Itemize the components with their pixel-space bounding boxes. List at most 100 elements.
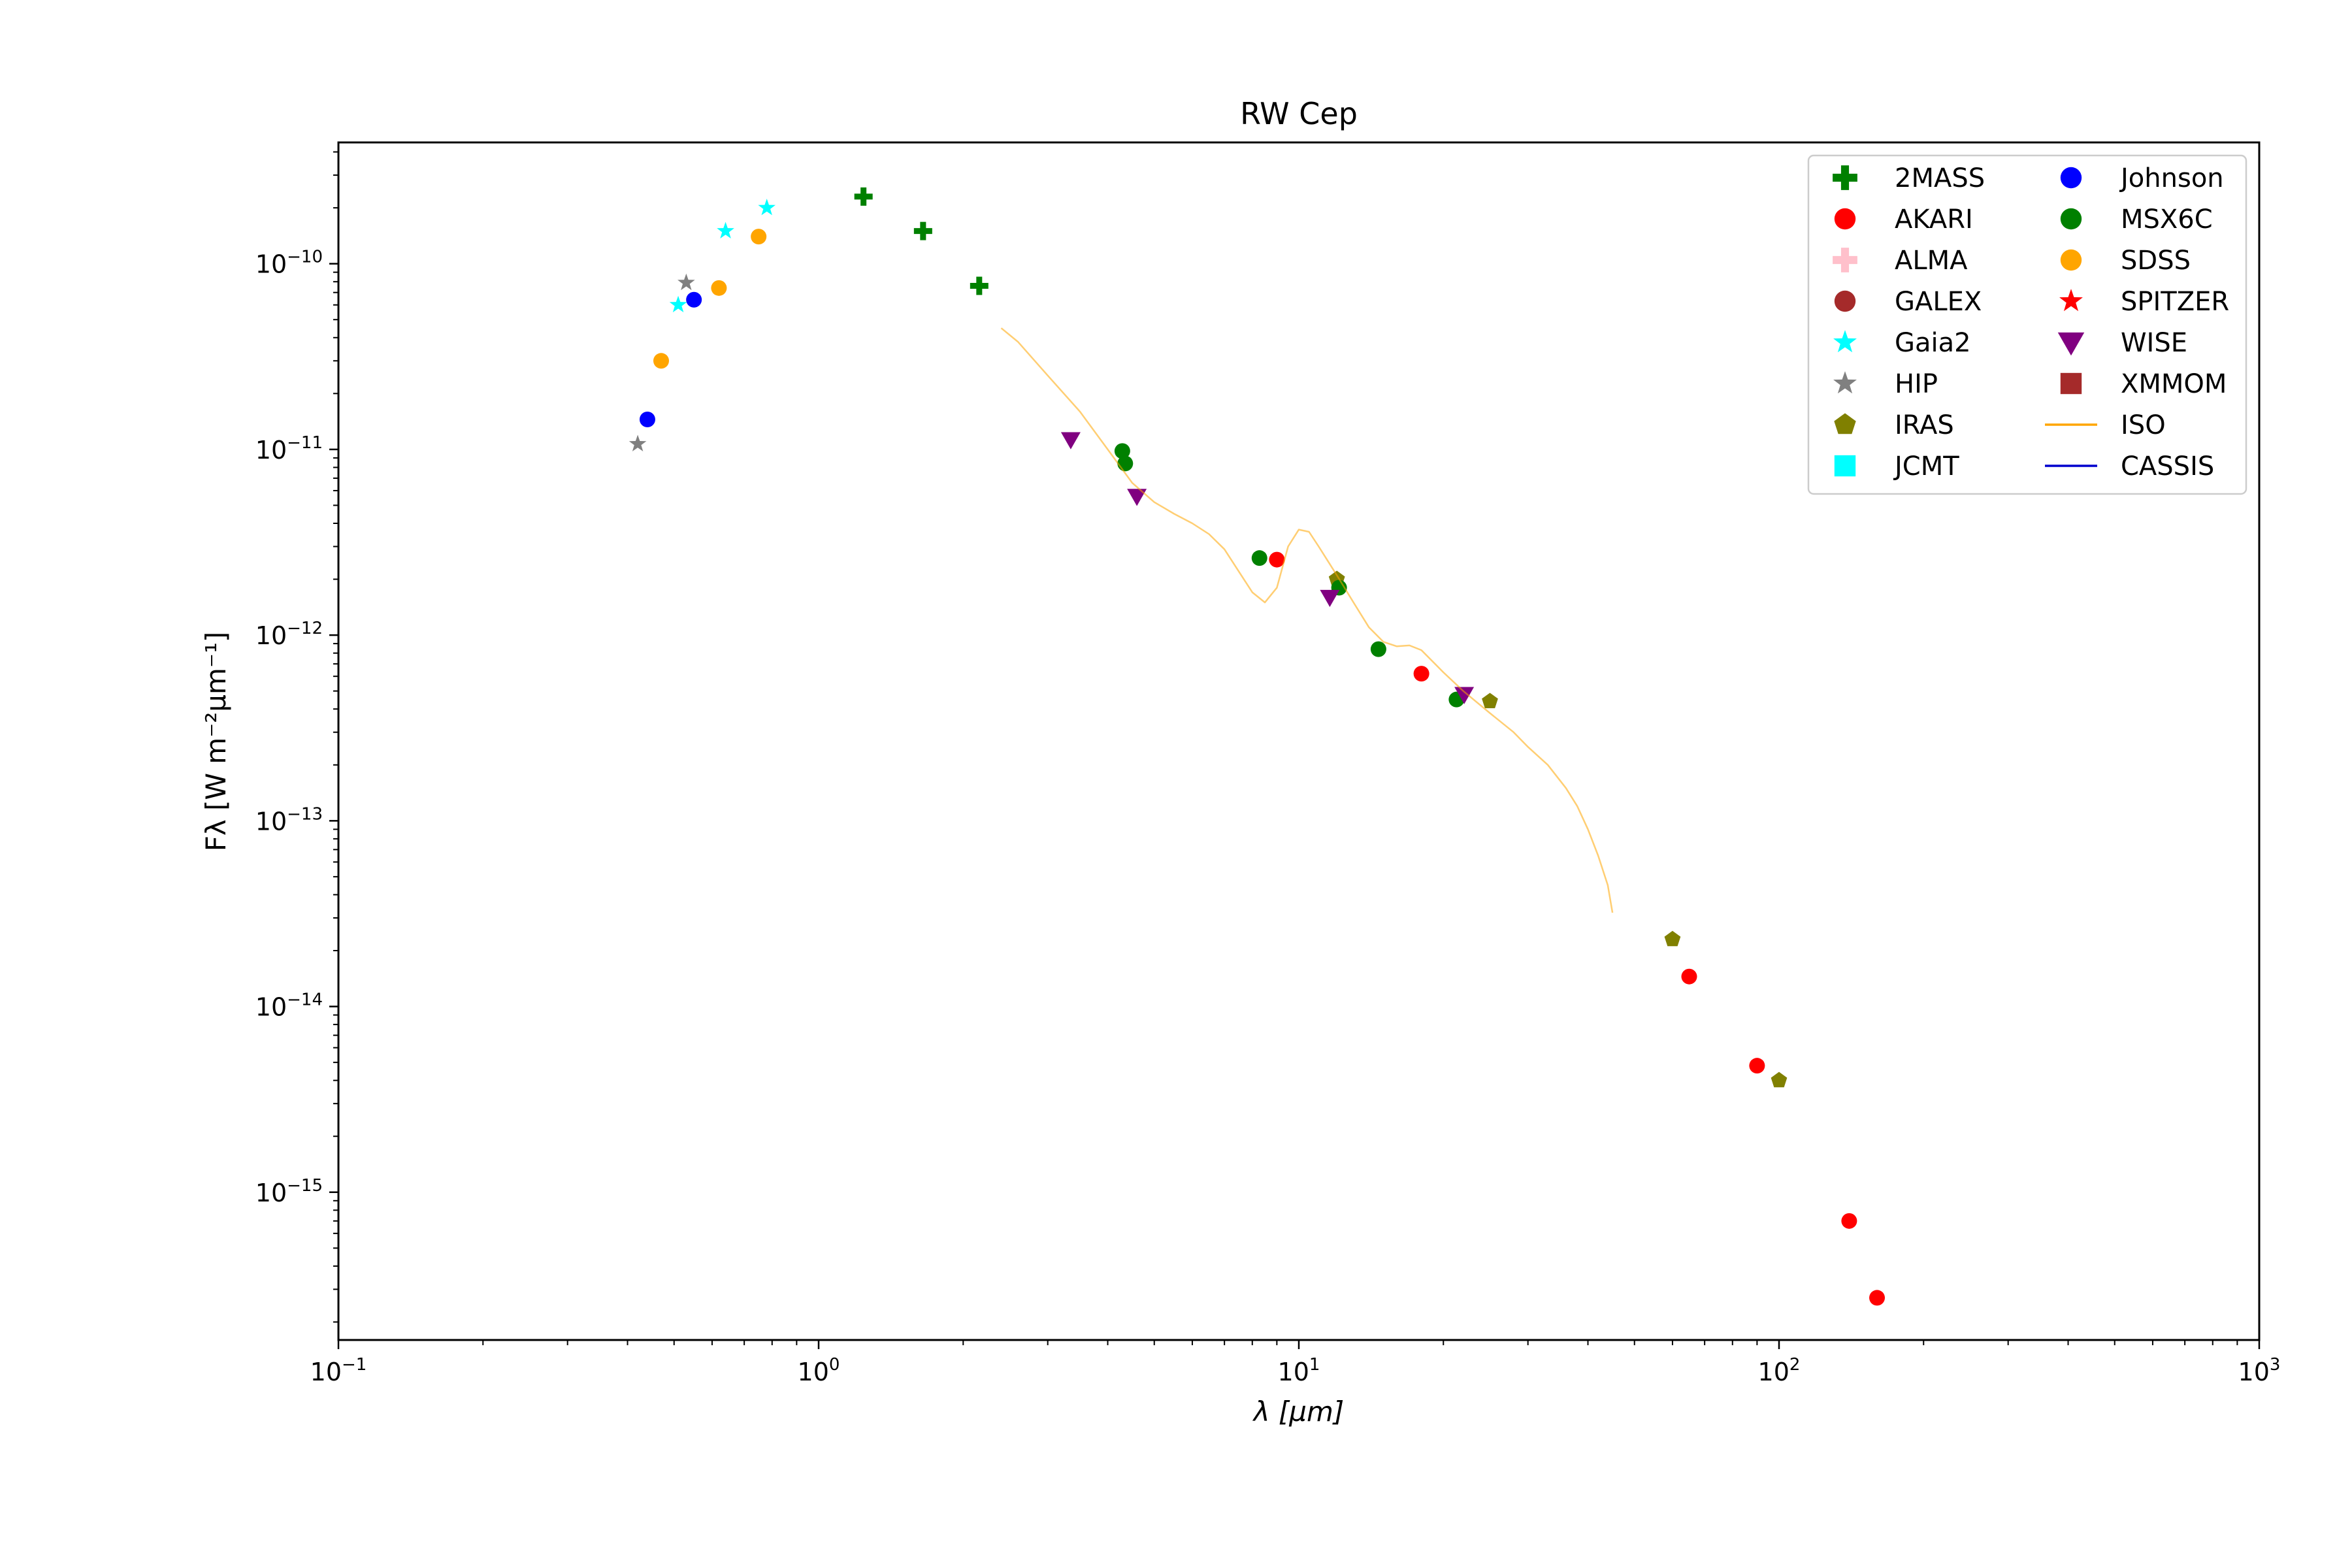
akari-point-3 — [1749, 1058, 1765, 1074]
series-iso — [1000, 327, 1614, 913]
legend-item-hip: HIP — [1833, 369, 1938, 399]
plot-area — [629, 187, 1886, 1306]
akari-point-2 — [1681, 968, 1697, 985]
x-tick-label: 100 — [798, 1355, 840, 1386]
legend-marker-xmmom — [2060, 372, 2082, 395]
legend-item-jcmt: JCMT — [1834, 451, 1959, 482]
msx6c-point-4 — [1370, 641, 1386, 657]
legend-label: Gaia2 — [1895, 328, 1971, 358]
series-johnson — [639, 291, 702, 428]
legend-label: 2MASS — [1895, 163, 1985, 193]
legend-item-galex: GALEX — [1834, 287, 1982, 317]
legend-label: ISO — [2121, 410, 2166, 440]
legend-item-spitzer: SPITZER — [2059, 287, 2229, 317]
hip-point-0 — [629, 434, 647, 451]
series-msx6c — [1114, 443, 1465, 708]
chart-title: RW Cep — [1240, 96, 1358, 131]
legend-item-iso: ISO — [2045, 410, 2166, 440]
series-akari — [1269, 551, 1886, 1306]
2mass-point-0 — [854, 187, 873, 206]
legend: 2MASS AKARI ALMA GALEX Gaia2 HIP IRAS JCMT Johns… — [1807, 154, 2247, 495]
y-axis-label: Fλ [W m⁻²μm⁻¹] — [200, 632, 232, 852]
legend-marker-iras — [1834, 413, 1856, 434]
iras-point-1 — [1482, 693, 1498, 708]
legend-label: WISE — [2121, 328, 2187, 358]
wise-point-1 — [1127, 489, 1147, 506]
akari-point-0 — [1269, 551, 1285, 568]
legend-item-akari: AKARI — [1834, 204, 1973, 235]
legend-item-alma: ALMA — [1833, 246, 1968, 276]
x-axis: 10−1 100 101 102 103 — [310, 1340, 2281, 1386]
wise-point-2 — [1320, 589, 1340, 608]
y-tick-label: 10−12 — [255, 619, 323, 650]
legend-item-xmmom: XMMOM — [2060, 369, 2227, 399]
series-gaia2 — [669, 199, 776, 313]
legend-item-gaia2: Gaia2 — [1833, 328, 1971, 358]
x-tick-label: 10−1 — [310, 1355, 367, 1386]
x-tick-label: 101 — [1278, 1355, 1320, 1386]
sdss-point-0 — [653, 353, 669, 369]
legend-item-johnson: Johnson — [2060, 163, 2224, 193]
msx6c-point-2 — [1251, 550, 1267, 566]
x-tick-label: 103 — [2238, 1355, 2281, 1386]
y-tick-label: 10−11 — [255, 433, 323, 465]
legend-label: XMMOM — [2121, 369, 2227, 399]
y-tick-label: 10−13 — [255, 804, 323, 836]
akari-point-4 — [1841, 1213, 1857, 1229]
legend-label: SPITZER — [2121, 287, 2229, 317]
wise-point-0 — [1060, 432, 1081, 449]
legend-item-sdss: SDSS — [2060, 246, 2191, 276]
legend-marker-hip — [1833, 371, 1857, 394]
legend-marker-2mass — [1833, 165, 1857, 190]
legend-item-iras: IRAS — [1834, 410, 1954, 440]
msx6c-point-1 — [1117, 455, 1134, 472]
legend-label: SDSS — [2121, 246, 2191, 276]
legend-label: Johnson — [2119, 163, 2224, 193]
series-sdss — [653, 229, 767, 369]
iras-point-3 — [1771, 1071, 1788, 1088]
legend-marker-gaia2 — [1833, 330, 1857, 353]
series-wise — [1060, 432, 1475, 704]
legend-marker-galex — [1834, 290, 1856, 312]
series-hip — [629, 273, 695, 451]
legend-item-msx6c: MSX6C — [2060, 204, 2213, 235]
akari-point-1 — [1413, 666, 1429, 682]
legend-item-cassis: CASSIS — [2045, 451, 2214, 482]
legend-label: JCMT — [1893, 451, 1959, 482]
gaia2-point-0 — [669, 295, 687, 313]
legend-marker-johnson — [2060, 167, 2082, 189]
gaia2-point-2 — [758, 199, 776, 216]
legend-item-2mass: 2MASS — [1833, 163, 1985, 193]
legend-label: AKARI — [1895, 204, 1973, 235]
johnson-point-0 — [639, 412, 655, 428]
legend-label: ALMA — [1895, 246, 1968, 276]
y-tick-label: 10−10 — [255, 248, 323, 279]
legend-label: MSX6C — [2121, 204, 2213, 235]
x-tick-label: 102 — [1758, 1355, 1801, 1386]
legend-label: HIP — [1895, 369, 1938, 399]
series-iras — [1328, 570, 1788, 1088]
iras-point-2 — [1664, 930, 1681, 947]
legend-marker-akari — [1834, 208, 1856, 230]
gaia2-point-1 — [717, 221, 734, 238]
wise-point-3 — [1454, 687, 1475, 704]
legend-marker-spitzer — [2059, 289, 2083, 312]
2mass-point-2 — [970, 276, 988, 295]
legend-marker-alma — [1833, 248, 1857, 272]
legend-frame — [1807, 154, 2247, 495]
legend-marker-wise — [2057, 332, 2085, 356]
legend-label: GALEX — [1895, 287, 1982, 317]
sdss-point-1 — [711, 280, 727, 296]
legend-marker-msx6c — [2060, 208, 2082, 230]
msx6c-point-0 — [1114, 443, 1130, 459]
sdss-point-2 — [751, 229, 767, 245]
y-tick-label: 10−15 — [255, 1176, 323, 1207]
y-axis: 10−10 10−11 10−12 10−13 10−14 10−15 — [255, 151, 338, 1323]
2mass-point-1 — [913, 221, 932, 240]
legend-marker-sdss — [2060, 249, 2082, 271]
x-axis-label: λ [μm] — [1252, 1396, 1345, 1428]
series-2mass — [854, 187, 988, 295]
legend-label: CASSIS — [2121, 451, 2214, 482]
johnson-point-1 — [686, 291, 702, 308]
